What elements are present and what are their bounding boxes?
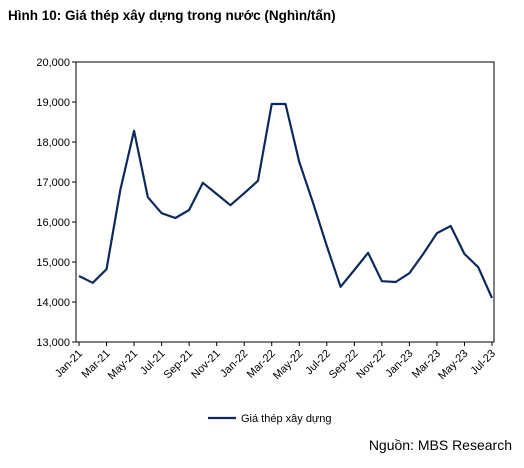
y-tick-label: 13,000 <box>36 337 70 349</box>
x-tick-label: Jan-22 <box>218 348 250 380</box>
plot-frame <box>75 61 495 343</box>
y-tick-label: 14,000 <box>36 297 70 309</box>
x-tick-label: Jan-21 <box>53 348 85 380</box>
x-tick-label: Nov-21 <box>189 348 223 382</box>
x-tick-label: Jan-23 <box>383 348 415 380</box>
y-tick-label: 19,000 <box>36 97 70 109</box>
x-tick-label: May-23 <box>436 348 470 382</box>
x-tick-label: Nov-22 <box>354 348 388 382</box>
y-tick-label: 20,000 <box>36 57 70 69</box>
source-note: Nguồn: MBS Research <box>369 437 512 453</box>
x-tick-label: Sep-22 <box>327 348 361 382</box>
y-tick-label: 17,000 <box>36 177 70 189</box>
x-tick-label: May-22 <box>271 348 305 382</box>
y-tick-label: 16,000 <box>36 217 70 229</box>
x-tick-label: May-21 <box>106 348 140 382</box>
x-tick-label: Jul-23 <box>468 348 498 378</box>
y-tick-label: 15,000 <box>36 257 70 269</box>
chart-title: Hình 10: Giá thép xây dựng trong nước (N… <box>8 8 336 23</box>
y-tick-label: 18,000 <box>36 137 70 149</box>
line-series <box>78 102 494 299</box>
x-tick-label: Sep-21 <box>162 348 196 382</box>
legend-label: Giá thép xây dựng <box>241 413 332 425</box>
